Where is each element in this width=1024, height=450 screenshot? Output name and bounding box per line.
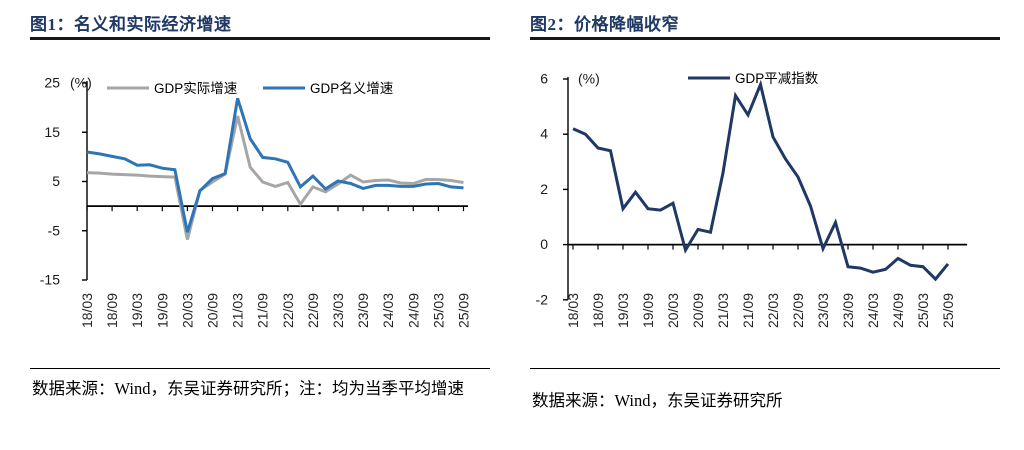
- series-line-1: [572, 79, 950, 282]
- x-tick-label: 21/03: [715, 293, 731, 328]
- x-tick-label: 23/03: [330, 293, 346, 328]
- x-tick-label: 18/03: [565, 293, 581, 328]
- x-tick-label: 18/03: [79, 293, 95, 328]
- legend-label-1: GDP平减指数: [735, 71, 819, 86]
- figure2-source-note: 数据来源：Wind，东吴证券研究所: [532, 391, 783, 410]
- y-tick-label: 4: [540, 126, 548, 142]
- y-axis-unit-label: (%): [578, 71, 600, 87]
- x-tick-label: 24/09: [405, 293, 421, 328]
- x-tick-label: 19/03: [129, 293, 145, 328]
- x-tick-label: 25/09: [456, 293, 472, 328]
- y-tick-label: -2: [536, 291, 549, 307]
- x-tick-label: 20/03: [665, 293, 681, 328]
- y-axis-unit-label: (%): [70, 75, 92, 91]
- x-tick-label: 21/09: [740, 293, 756, 328]
- x-tick-label: 25/09: [940, 293, 956, 328]
- x-tick-label: 25/03: [915, 293, 931, 328]
- x-tick-label: 18/09: [590, 293, 606, 328]
- x-tick-label: 20/03: [179, 293, 195, 328]
- x-tick-label: 22/03: [280, 293, 296, 328]
- y-tick-label: 0: [540, 236, 548, 252]
- y-tick-label: -5: [48, 222, 61, 238]
- x-tick-label: 22/09: [790, 293, 806, 328]
- legend-label-1: GDP实际增速: [154, 81, 237, 96]
- x-tick-label: 24/03: [380, 293, 396, 328]
- y-tick-label: 5: [52, 173, 60, 189]
- x-tick-label: 25/03: [430, 293, 446, 328]
- x-tick-label: 20/09: [205, 293, 221, 328]
- figure2-title: 图2：价格降幅收窄: [530, 15, 679, 34]
- series-line-1: [86, 115, 464, 240]
- y-tick-label: -15: [40, 272, 60, 288]
- x-tick-label: 23/09: [840, 293, 856, 328]
- figure1-footer-rule: [30, 368, 490, 370]
- y-tick-label: 6: [540, 71, 548, 87]
- x-tick-label: 19/09: [154, 293, 170, 328]
- x-tick-label: 21/03: [230, 293, 246, 328]
- x-tick-label: 18/09: [104, 293, 120, 328]
- legend-label-2: GDP名义增速: [310, 81, 393, 96]
- y-tick-label: 15: [44, 124, 60, 140]
- y-tick-label: 2: [540, 181, 548, 197]
- x-tick-label: 21/09: [255, 293, 271, 328]
- y-tick-label: 25: [44, 75, 60, 91]
- gdp-growth-line-chart: 25 15 5 -5 -15 (%) 18/03 18/09 19/03 19/09 20/03 20…: [40, 75, 472, 329]
- figure1-title-rule: [30, 37, 490, 40]
- figure1-source-note: 数据来源：Wind，东吴证券研究所；注：均为当季平均增速: [32, 379, 464, 398]
- figure2-footer-rule: [530, 368, 1000, 370]
- x-tick-label: 19/03: [615, 293, 631, 328]
- x-tick-label: 22/09: [305, 293, 321, 328]
- x-tick-label: 23/09: [355, 293, 371, 328]
- x-tick-label: 19/09: [640, 293, 656, 328]
- gdp-deflator-line-chart: 6 4 2 0 -2 (%) 18/03 18/09 19/03 19/09 20/03 20/09 2…: [536, 71, 967, 328]
- figure2-title-rule: [530, 37, 1000, 40]
- x-tick-label: 20/09: [690, 293, 706, 328]
- series-line-2: [86, 97, 464, 233]
- x-tick-label: 22/03: [765, 293, 781, 328]
- x-tick-label: 24/03: [865, 293, 881, 328]
- x-tick-label: 24/09: [890, 293, 906, 328]
- x-tick-label: 23/03: [815, 293, 831, 328]
- figure1-title: 图1：名义和实际经济增速: [30, 15, 232, 34]
